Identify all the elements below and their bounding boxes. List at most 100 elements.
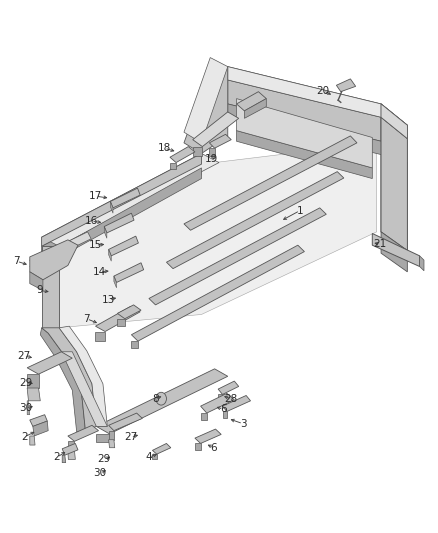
Polygon shape — [209, 148, 215, 156]
Polygon shape — [104, 227, 107, 238]
Polygon shape — [218, 394, 223, 401]
Polygon shape — [27, 374, 39, 388]
Polygon shape — [237, 92, 266, 111]
Text: 1: 1 — [297, 206, 304, 215]
Polygon shape — [201, 413, 207, 420]
Text: 17: 17 — [89, 191, 102, 201]
Polygon shape — [27, 352, 72, 374]
Text: 13: 13 — [102, 295, 115, 304]
Text: 8: 8 — [152, 394, 159, 403]
Polygon shape — [228, 67, 381, 117]
Polygon shape — [149, 208, 326, 305]
Polygon shape — [170, 163, 176, 169]
Polygon shape — [33, 421, 48, 436]
Polygon shape — [223, 395, 251, 411]
Polygon shape — [195, 443, 201, 450]
Text: 6: 6 — [220, 405, 227, 414]
Polygon shape — [193, 112, 239, 147]
Polygon shape — [117, 319, 125, 326]
Polygon shape — [95, 332, 105, 341]
Polygon shape — [110, 188, 140, 208]
Polygon shape — [27, 388, 40, 401]
Polygon shape — [30, 436, 35, 445]
Polygon shape — [131, 245, 304, 341]
Text: 7: 7 — [13, 256, 20, 266]
Text: 14: 14 — [93, 267, 106, 277]
Polygon shape — [114, 276, 117, 288]
Polygon shape — [152, 454, 157, 459]
Polygon shape — [228, 104, 381, 155]
Polygon shape — [68, 450, 75, 459]
Text: 29: 29 — [19, 378, 32, 387]
Polygon shape — [30, 272, 43, 290]
Text: 30: 30 — [19, 403, 32, 413]
Polygon shape — [42, 154, 201, 246]
Polygon shape — [68, 441, 74, 450]
Polygon shape — [381, 232, 407, 272]
Polygon shape — [195, 429, 221, 443]
Polygon shape — [184, 58, 228, 143]
Text: 20: 20 — [317, 86, 330, 95]
Polygon shape — [228, 67, 407, 139]
Text: 21: 21 — [374, 239, 387, 249]
Polygon shape — [381, 104, 407, 139]
Polygon shape — [228, 80, 381, 141]
Text: 19: 19 — [205, 154, 218, 164]
Text: 29: 29 — [98, 455, 111, 464]
Polygon shape — [42, 246, 59, 328]
Text: 4: 4 — [145, 453, 152, 462]
Polygon shape — [237, 131, 372, 179]
Polygon shape — [62, 443, 78, 455]
Polygon shape — [30, 415, 47, 426]
Text: 27: 27 — [18, 351, 31, 361]
Polygon shape — [117, 305, 141, 319]
Polygon shape — [27, 401, 30, 415]
Text: 30: 30 — [93, 469, 106, 478]
Polygon shape — [193, 147, 202, 156]
Polygon shape — [109, 236, 138, 256]
Text: 27: 27 — [124, 432, 137, 442]
Text: 3: 3 — [240, 419, 247, 429]
Polygon shape — [109, 440, 115, 448]
Polygon shape — [95, 306, 140, 332]
Text: 2: 2 — [21, 432, 28, 442]
Text: 18: 18 — [158, 143, 171, 153]
Polygon shape — [59, 143, 377, 328]
Polygon shape — [131, 341, 138, 348]
Polygon shape — [381, 104, 407, 139]
Polygon shape — [96, 434, 110, 442]
Polygon shape — [40, 328, 85, 432]
Polygon shape — [218, 381, 239, 394]
Polygon shape — [381, 117, 407, 251]
Polygon shape — [109, 249, 111, 261]
Polygon shape — [336, 79, 356, 92]
Polygon shape — [184, 67, 228, 154]
Polygon shape — [110, 201, 113, 213]
Polygon shape — [201, 393, 234, 413]
Polygon shape — [372, 233, 420, 266]
Text: 15: 15 — [89, 240, 102, 250]
Polygon shape — [223, 411, 227, 418]
Polygon shape — [109, 413, 142, 431]
Polygon shape — [381, 104, 407, 251]
Polygon shape — [30, 266, 47, 277]
Polygon shape — [109, 431, 114, 440]
Polygon shape — [170, 147, 195, 163]
Text: 2: 2 — [53, 453, 60, 462]
Polygon shape — [30, 232, 91, 266]
Polygon shape — [61, 352, 107, 426]
Polygon shape — [420, 256, 424, 271]
Polygon shape — [42, 164, 201, 256]
Polygon shape — [244, 99, 266, 118]
Polygon shape — [42, 328, 96, 431]
Polygon shape — [152, 443, 171, 454]
Text: 9: 9 — [36, 286, 43, 295]
Polygon shape — [30, 240, 78, 280]
Polygon shape — [42, 154, 219, 246]
Polygon shape — [166, 172, 344, 269]
Text: 6: 6 — [210, 443, 217, 453]
Polygon shape — [381, 141, 407, 251]
Polygon shape — [209, 134, 231, 148]
Polygon shape — [114, 263, 144, 282]
Polygon shape — [184, 136, 357, 230]
